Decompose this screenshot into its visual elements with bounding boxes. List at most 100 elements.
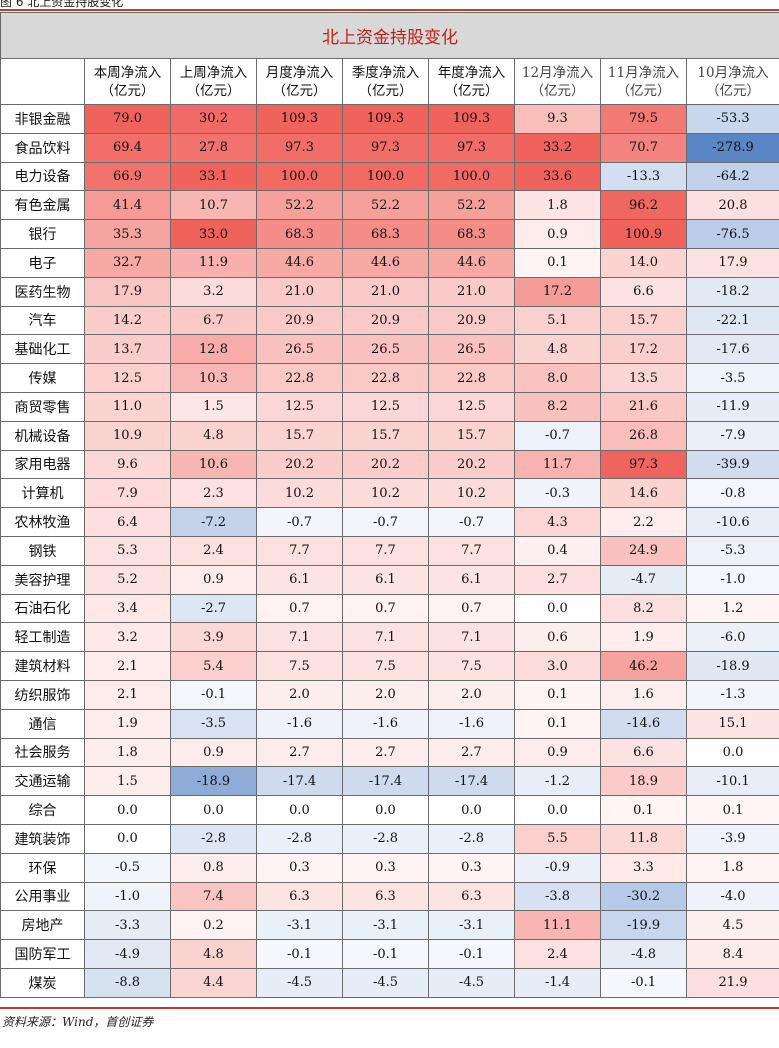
industry-name: 建筑材料 [0, 651, 85, 681]
value-cell: 68.3 [342, 219, 429, 249]
value-cell: 26.5 [428, 334, 515, 365]
value-cell: -1.0 [84, 881, 171, 912]
value-cell: -6.0 [685, 622, 779, 653]
value-cell: 109.3 [428, 104, 515, 134]
table-row: 农林牧渔 6.4 -7.2 -0.7 -0.7 -0.7 4.3 2.2 -10.6 [0, 507, 779, 537]
value-cell: 21.0 [428, 276, 515, 307]
value-cell: 0.3 [256, 852, 343, 883]
value-cell: 8.2 [600, 593, 687, 624]
industry-name: 钢铁 [0, 535, 85, 566]
value-cell: 52.2 [428, 190, 515, 221]
industry-name: 房地产 [0, 910, 85, 941]
value-cell: 97.3 [342, 132, 429, 163]
column-header: 年度净流入 （亿元） [428, 58, 515, 105]
value-cell: 10.2 [428, 478, 515, 509]
value-cell: 4.5 [685, 910, 779, 941]
industry-name: 有色金属 [0, 190, 85, 221]
value-cell: 46.2 [600, 651, 687, 681]
value-cell: 20.9 [342, 305, 429, 336]
value-cell: 6.1 [428, 564, 515, 595]
column-header-title: 本周净流入 [93, 64, 162, 81]
value-cell: 97.3 [600, 449, 687, 480]
value-cell: -0.7 [428, 507, 515, 537]
value-cell: -7.2 [170, 507, 257, 537]
source-note: 资料来源：Wind，首创证券 [2, 1015, 154, 1029]
value-cell: -2.7 [170, 593, 257, 624]
column-header: 12月净流入 （亿元） [514, 58, 601, 105]
value-cell: 109.3 [256, 104, 343, 134]
value-cell: 0.0 [514, 795, 601, 825]
value-cell: 4.8 [514, 334, 601, 365]
value-cell: 0.0 [342, 795, 429, 825]
value-cell: 21.6 [600, 391, 687, 422]
value-cell: 10.3 [170, 363, 257, 393]
value-cell: -0.1 [428, 939, 515, 969]
value-cell: -30.2 [600, 881, 687, 912]
value-cell: -39.9 [685, 449, 779, 480]
value-cell: 1.9 [84, 708, 171, 739]
table-row: 石油石化 3.4 -2.7 0.7 0.7 0.7 0.0 8.2 1.2 [0, 593, 779, 624]
industry-name: 综合 [0, 795, 85, 825]
column-header-unit: （亿元） [100, 82, 155, 99]
value-cell: 17.2 [514, 276, 601, 307]
table-row: 建筑材料 2.1 5.4 7.5 7.5 7.5 3.0 46.2 -18.9 [0, 651, 779, 681]
table-row: 房地产 -3.3 0.2 -3.1 -3.1 -3.1 11.1 -19.9 4.5 [0, 910, 779, 941]
value-cell: 0.4 [514, 535, 601, 566]
column-header-unit: （亿元） [444, 82, 499, 99]
value-cell: 1.9 [600, 622, 687, 653]
table-row: 钢铁 5.3 2.4 7.7 7.7 7.7 0.4 24.9 -5.3 [0, 535, 779, 566]
value-cell: -18.9 [685, 651, 779, 681]
value-cell: 79.5 [600, 104, 687, 134]
value-cell: 2.2 [600, 507, 687, 537]
figure-label: 图 6 北上资金持股变化 [0, 0, 124, 9]
value-cell: 0.9 [514, 737, 601, 768]
value-cell: 11.9 [170, 247, 257, 278]
value-cell: 0.0 [170, 795, 257, 825]
industry-name: 非银金融 [0, 104, 85, 134]
column-header-title: 11月净流入 [607, 64, 680, 81]
value-cell: 3.2 [84, 622, 171, 653]
value-cell: 15.7 [256, 420, 343, 451]
value-cell: 7.1 [256, 622, 343, 653]
value-cell: -3.3 [84, 910, 171, 941]
value-cell: -4.7 [600, 564, 687, 595]
industry-name: 交通运输 [0, 766, 85, 797]
value-cell: 0.9 [170, 564, 257, 595]
table-row: 商贸零售 11.0 1.5 12.5 12.5 12.5 8.2 21.6 -11.9 [0, 391, 779, 422]
table-row: 汽车 14.2 6.7 20.9 20.9 20.9 5.1 15.7 -22.1 [0, 305, 779, 336]
value-cell: 0.0 [428, 795, 515, 825]
value-cell: 0.2 [170, 910, 257, 941]
value-cell: -1.6 [428, 708, 515, 739]
table-row: 基础化工 13.7 12.8 26.5 26.5 26.5 4.8 17.2 -17.6 [0, 334, 779, 365]
value-cell: 5.3 [84, 535, 171, 566]
value-cell: 7.1 [428, 622, 515, 653]
column-header-unit: （亿元） [706, 82, 761, 99]
value-cell: 6.1 [342, 564, 429, 595]
value-cell: 0.6 [514, 622, 601, 653]
value-cell: 4.8 [170, 939, 257, 969]
column-header-unit: （亿元） [616, 82, 671, 99]
value-cell: -1.6 [256, 708, 343, 739]
value-cell: -0.1 [170, 679, 257, 710]
top-rule [0, 9, 779, 11]
value-cell: 1.8 [84, 737, 171, 768]
value-cell: -3.1 [342, 910, 429, 941]
industry-name: 社会服务 [0, 737, 85, 768]
value-cell: -14.6 [600, 708, 687, 739]
value-cell: -3.1 [256, 910, 343, 941]
value-cell: 0.1 [600, 795, 687, 825]
table-body: 非银金融 79.0 30.2 109.3 109.3 109.3 9.3 79.5 -53.3 食… [0, 104, 779, 998]
value-cell: -17.6 [685, 334, 779, 365]
value-cell: 8.4 [685, 939, 779, 969]
column-header: 本周净流入 （亿元） [84, 58, 171, 105]
value-cell: 1.5 [170, 391, 257, 422]
value-cell: 0.0 [685, 737, 779, 768]
value-cell: 3.3 [600, 852, 687, 883]
value-cell: 6.6 [600, 276, 687, 307]
table-row: 纺织服饰 2.1 -0.1 2.0 2.0 2.0 0.1 1.6 -1.3 [0, 679, 779, 710]
value-cell: 7.5 [428, 651, 515, 681]
industry-name: 石油石化 [0, 593, 85, 624]
table-row: 建筑装饰 0.0 -2.8 -2.8 -2.8 -2.8 5.5 11.8 -3.9 [0, 823, 779, 854]
table-row: 环保 -0.5 0.8 0.3 0.3 0.3 -0.9 3.3 1.8 [0, 852, 779, 883]
value-cell: 0.1 [514, 247, 601, 278]
